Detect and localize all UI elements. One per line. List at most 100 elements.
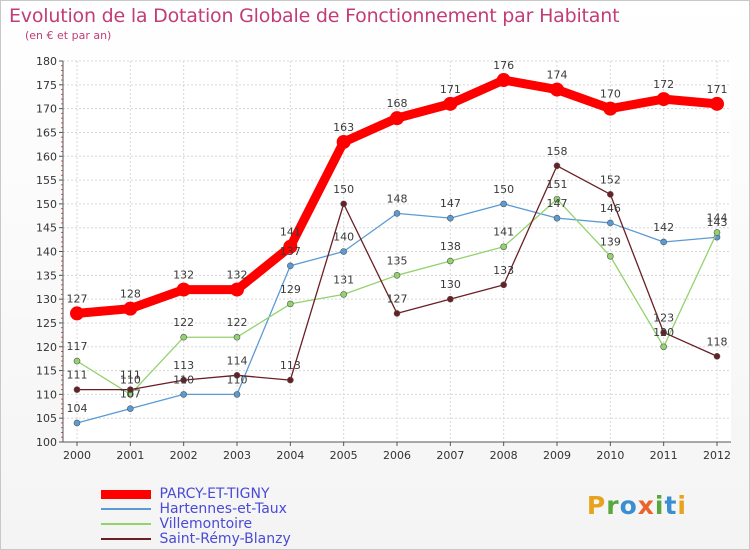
- y-tick-label: 155: [36, 174, 57, 187]
- brand-letter: i: [654, 491, 665, 520]
- data-point: [713, 352, 721, 360]
- data-label: 140: [333, 231, 354, 244]
- legend-item-parcy-et-tigny[interactable]: PARCY-ET-TIGNY: [101, 487, 421, 501]
- y-tick-label: 135: [36, 269, 57, 282]
- data-label: 142: [653, 221, 674, 234]
- data-label: 158: [547, 145, 568, 158]
- data-point: [553, 195, 561, 203]
- legend-label-villemontoire: Villemontoire: [159, 516, 253, 532]
- brand-letter: t: [664, 491, 678, 520]
- data-point: [500, 243, 507, 251]
- x-tick-label: 2010: [596, 449, 624, 462]
- data-label: 123: [653, 311, 674, 324]
- data-point: [127, 386, 134, 393]
- data-label: 128: [120, 288, 141, 301]
- data-label: 139: [600, 235, 621, 248]
- data-point: [656, 92, 671, 107]
- data-label: 133: [493, 264, 514, 277]
- data-point: [390, 111, 404, 126]
- chart-subtitle: (en € et par an): [25, 29, 112, 42]
- data-label: 113: [280, 359, 301, 372]
- y-tick-label: 115: [36, 365, 57, 378]
- data-point: [550, 82, 564, 97]
- data-point: [123, 301, 138, 316]
- data-point: [127, 405, 134, 412]
- data-point: [393, 272, 401, 279]
- legend-item-villemontoire[interactable]: Villemontoire: [101, 517, 421, 531]
- data-point: [447, 295, 454, 303]
- y-tick-label: 125: [36, 317, 57, 330]
- data-point: [660, 329, 667, 336]
- brand-letter: i: [677, 491, 687, 520]
- data-label: 163: [333, 121, 354, 134]
- data-label: 127: [67, 292, 88, 305]
- data-label: 137: [280, 245, 301, 258]
- y-tick-label: 100: [36, 436, 57, 449]
- brand-letter: P: [586, 491, 607, 520]
- legend-item-saint-remy-blanzy[interactable]: Saint-Rémy-Blanzy: [101, 532, 421, 546]
- y-tick-label: 165: [36, 126, 57, 139]
- data-point: [340, 248, 347, 255]
- x-tick-label: 2008: [490, 449, 518, 462]
- data-label: 120: [653, 326, 674, 339]
- y-tick-label: 175: [36, 79, 57, 92]
- data-label: 132: [173, 269, 194, 282]
- data-point: [230, 282, 244, 297]
- data-label: 107: [120, 388, 141, 401]
- data-label: 104: [67, 402, 88, 415]
- data-point: [553, 214, 561, 222]
- data-point: [393, 310, 401, 317]
- data-label: 129: [280, 283, 301, 296]
- data-label: 147: [440, 197, 461, 210]
- data-point: [340, 200, 347, 208]
- data-point: [180, 333, 187, 341]
- brand-letter: x: [637, 491, 655, 520]
- brand-letter: o: [619, 491, 638, 520]
- x-tick-label: 2003: [223, 449, 251, 462]
- data-label: 130: [440, 278, 461, 291]
- x-tick-label: 2009: [543, 449, 571, 462]
- legend-item-hartennes-et-taux[interactable]: Hartennes-et-Taux: [101, 502, 421, 516]
- data-label: 141: [280, 226, 301, 239]
- data-point: [603, 101, 618, 116]
- y-tick-label: 150: [36, 198, 57, 211]
- data-point: [73, 357, 81, 365]
- data-point: [233, 333, 241, 341]
- data-point: [336, 134, 351, 149]
- data-point: [553, 162, 561, 170]
- data-label: 147: [547, 197, 568, 210]
- brand-logo: Proxiti: [587, 491, 687, 520]
- data-point: [447, 214, 454, 222]
- data-label: 110: [227, 373, 248, 386]
- data-label: 172: [653, 78, 674, 91]
- data-label: 117: [67, 340, 88, 353]
- data-label: 113: [173, 359, 194, 372]
- legend-swatch-saint-remy: [101, 538, 151, 540]
- y-tick-label: 110: [36, 388, 57, 401]
- data-label: 122: [173, 316, 194, 329]
- data-point: [180, 376, 187, 384]
- x-tick-label: 2004: [276, 449, 304, 462]
- data-point: [233, 391, 241, 398]
- data-point: [73, 419, 81, 427]
- chart-title: Evolution de la Dotation Globale de Fonc…: [9, 5, 620, 27]
- data-point: [340, 291, 347, 298]
- y-tick-label: 180: [36, 55, 57, 68]
- legend-label-hartennes: Hartennes-et-Taux: [159, 501, 287, 517]
- data-label: 170: [600, 88, 621, 101]
- y-tick-label: 140: [36, 246, 57, 259]
- data-point: [233, 372, 241, 379]
- data-label: 110: [173, 373, 194, 386]
- data-label: 127: [387, 292, 408, 305]
- data-label: 131: [333, 273, 354, 286]
- data-point: [496, 73, 511, 88]
- data-point: [393, 210, 401, 217]
- x-tick-label: 2005: [330, 449, 358, 462]
- data-point: [607, 191, 614, 198]
- legend-swatch-hartennes: [101, 508, 151, 510]
- data-label: 141: [493, 226, 514, 239]
- data-label: 150: [493, 183, 514, 196]
- data-label: 144: [707, 211, 728, 224]
